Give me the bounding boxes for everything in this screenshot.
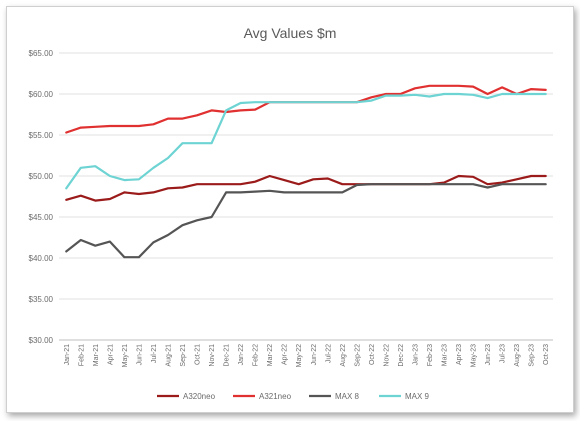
legend-item: A321neo bbox=[233, 392, 292, 401]
series-lines bbox=[65, 84, 547, 259]
series-line-a320neo bbox=[65, 174, 547, 202]
x-tick-label: Dec-21 bbox=[224, 344, 231, 367]
x-tick-label: Jul-23 bbox=[500, 344, 507, 363]
x-tick-label: Jul-22 bbox=[325, 344, 332, 363]
y-tick-label: $40.00 bbox=[29, 254, 54, 263]
x-tick-label: Jun-23 bbox=[485, 344, 492, 366]
x-tick-label: Mar-22 bbox=[267, 344, 274, 366]
legend: A320neo A321neo MAX 8 MAX 9 bbox=[157, 392, 430, 401]
series-line-a321neo bbox=[65, 84, 547, 134]
x-tick-label: Apr-22 bbox=[282, 344, 289, 365]
x-tick-label: Jan-21 bbox=[64, 344, 71, 366]
x-tick-label: Aug-21 bbox=[165, 344, 172, 367]
legend-label: MAX 9 bbox=[405, 392, 430, 401]
x-tick-label: Feb-22 bbox=[253, 344, 260, 366]
x-tick-label: Oct-21 bbox=[195, 344, 202, 365]
x-tick-label: Oct-23 bbox=[543, 344, 550, 365]
y-tick-label: $35.00 bbox=[29, 295, 54, 304]
y-tick-label: $30.00 bbox=[29, 336, 54, 345]
x-tick-label: Sep-22 bbox=[354, 344, 361, 367]
legend-item: MAX 8 bbox=[309, 392, 360, 401]
legend-label: A320neo bbox=[183, 392, 216, 401]
x-tick-label: Nov-22 bbox=[383, 344, 390, 367]
x-tick-label: Sep-21 bbox=[180, 344, 187, 367]
x-tick-label: Nov-21 bbox=[209, 344, 216, 367]
series-line-max-8 bbox=[65, 183, 547, 259]
x-tick-label: Mar-23 bbox=[442, 344, 449, 366]
y-tick-label: $65.00 bbox=[29, 49, 54, 58]
x-tick-label: Feb-21 bbox=[78, 344, 85, 366]
x-tick-label: Feb-23 bbox=[427, 344, 434, 366]
x-tick-label: Sep-23 bbox=[529, 344, 536, 367]
x-tick-label: Mar-21 bbox=[93, 344, 100, 366]
line-chart: Avg Values $m $30.00 $35.00 $40.00 $45.00 $5… bbox=[29, 25, 553, 401]
x-tick-label: Jan-23 bbox=[412, 344, 419, 366]
x-tick-label: Apr-23 bbox=[456, 344, 463, 365]
x-tick-label: Aug-22 bbox=[340, 344, 347, 367]
chart-frame: Avg Values $m $30.00 $35.00 $40.00 $45.00 $5… bbox=[6, 6, 574, 413]
y-tick-label: $45.00 bbox=[29, 213, 54, 222]
series-line-max-9 bbox=[65, 92, 547, 190]
x-axis-ticks: Jan-21 Feb-21 Mar-21 Apr-21 May-21 Jun-21 Jul-… bbox=[64, 344, 550, 367]
x-tick-label: May-22 bbox=[296, 344, 303, 367]
legend-item: MAX 9 bbox=[379, 392, 430, 401]
y-tick-label: $55.00 bbox=[29, 131, 54, 140]
y-tick-label: $50.00 bbox=[29, 172, 54, 181]
chart-title: Avg Values $m bbox=[244, 25, 337, 41]
x-tick-label: May-23 bbox=[471, 344, 478, 367]
x-tick-label: Apr-21 bbox=[107, 344, 114, 365]
x-tick-label: Jan-22 bbox=[238, 344, 245, 366]
x-tick-label: Jun-22 bbox=[311, 344, 318, 366]
x-tick-label: Jun-21 bbox=[136, 344, 143, 366]
y-axis-ticks: $30.00 $35.00 $40.00 $45.00 $50.00 $55.00 $60.… bbox=[29, 49, 54, 345]
legend-item: A320neo bbox=[157, 392, 216, 401]
x-tick-label: Aug-23 bbox=[514, 344, 521, 367]
y-tick-label: $60.00 bbox=[29, 90, 54, 99]
x-tick-label: Dec-22 bbox=[398, 344, 405, 367]
x-tick-label: May-21 bbox=[122, 344, 129, 367]
x-tick-label: Jul-21 bbox=[151, 344, 158, 363]
legend-label: MAX 8 bbox=[335, 392, 360, 401]
legend-label: A321neo bbox=[259, 392, 292, 401]
x-tick-label: Oct-22 bbox=[369, 344, 376, 365]
